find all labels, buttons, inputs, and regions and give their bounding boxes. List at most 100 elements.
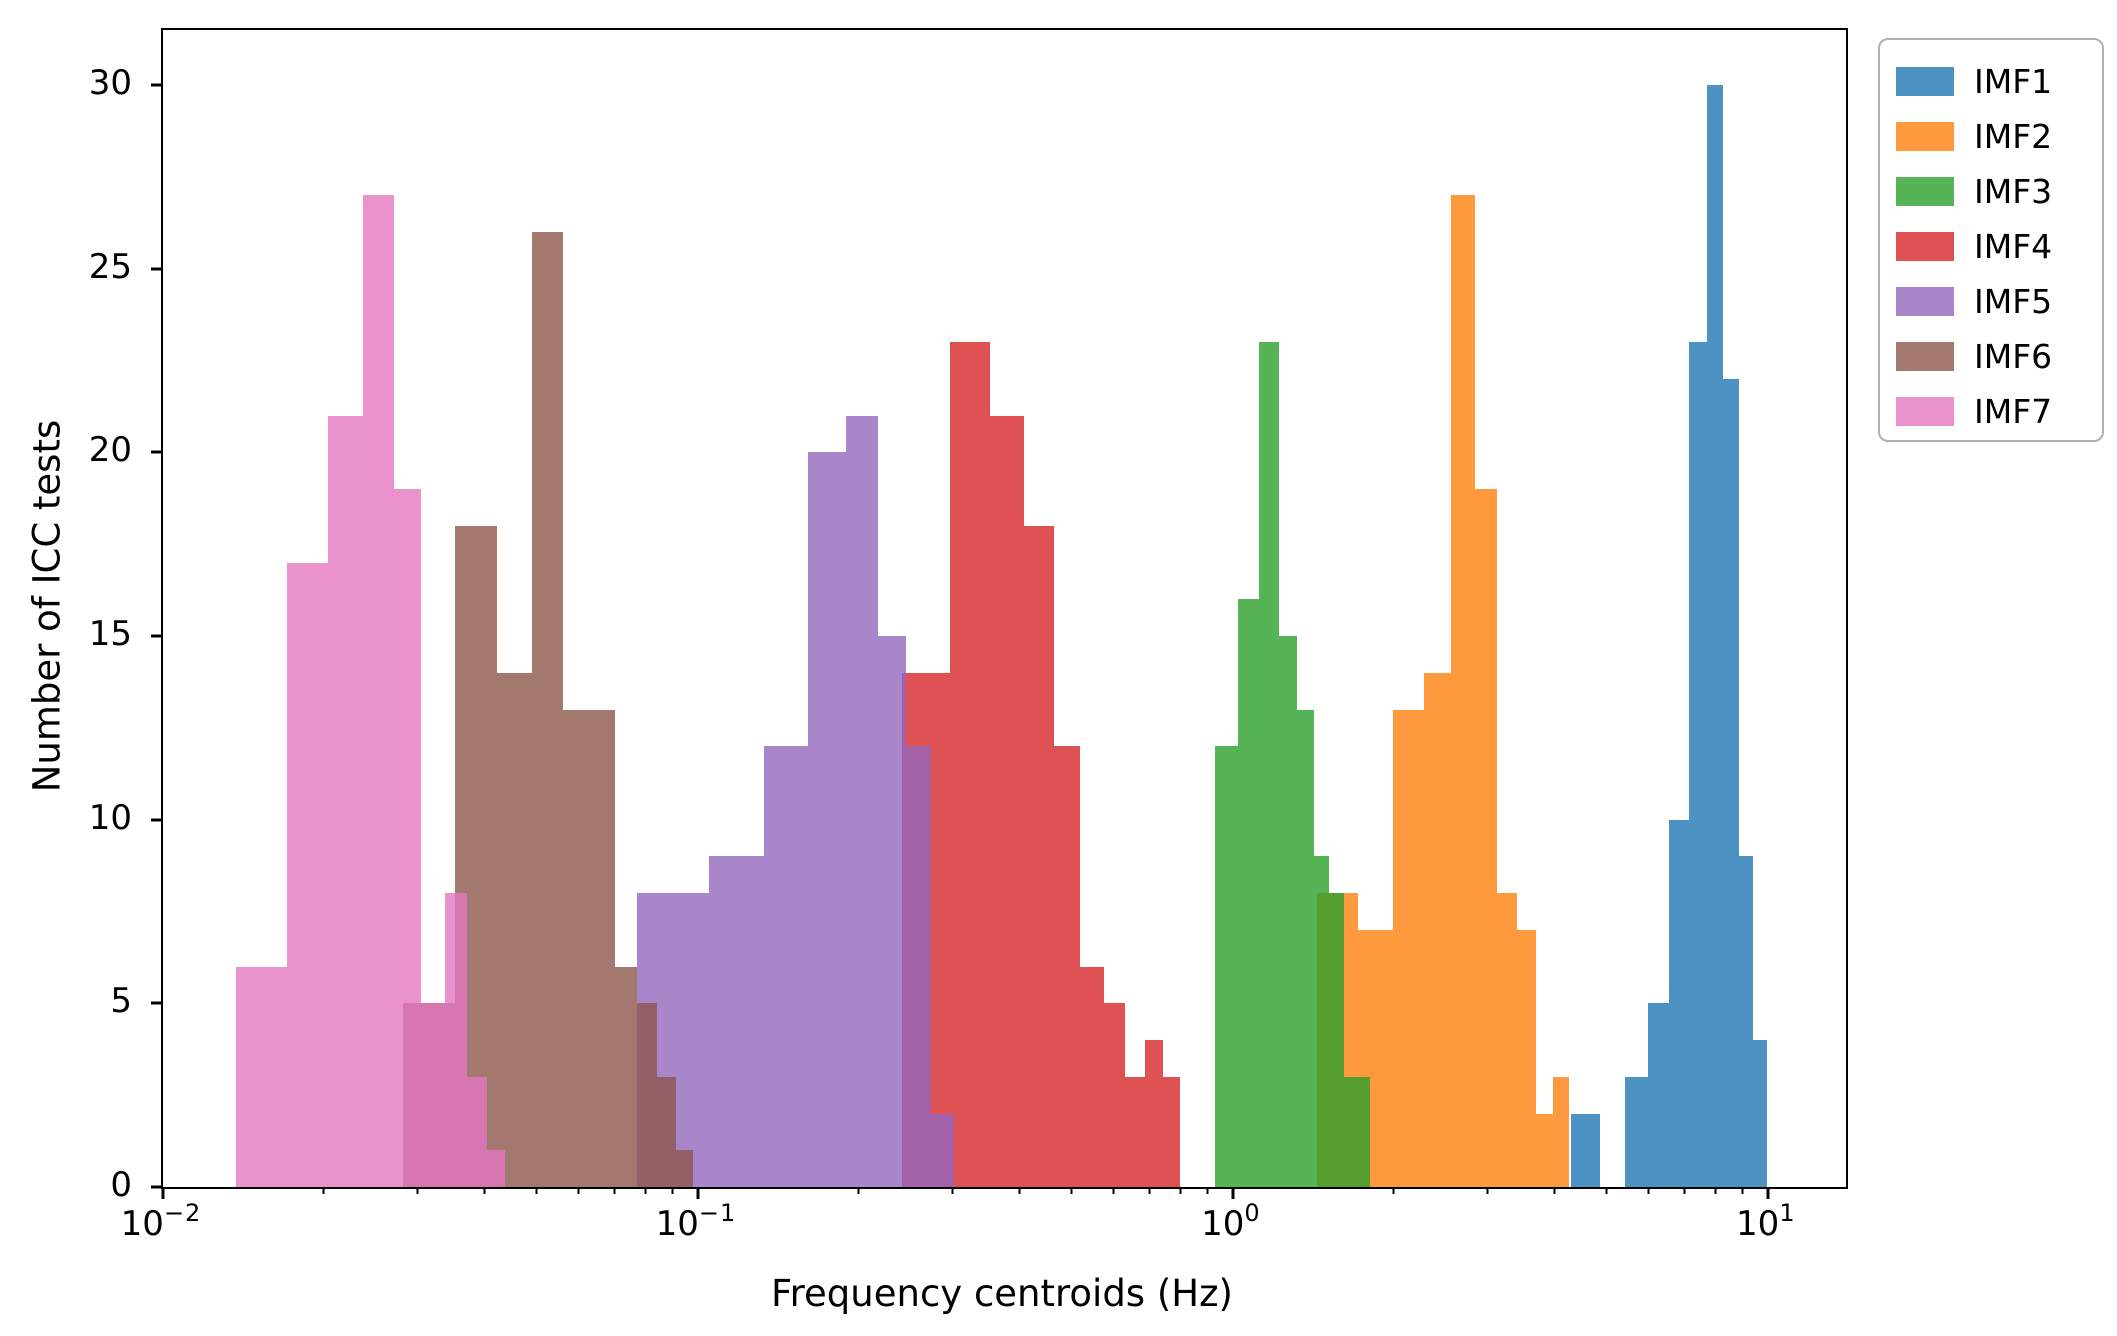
y-axis-tick-label: 30 <box>88 63 132 104</box>
plot-area <box>151 28 1848 1199</box>
x-axis-minor-tick <box>535 1187 538 1194</box>
y-axis-tick-label: 0 <box>110 1165 132 1205</box>
legend-entry-imf7: IMF7 <box>1896 384 2102 439</box>
histogram-bar-imf1 <box>1570 1113 1600 1187</box>
y-axis-tick <box>151 83 163 87</box>
histogram-bar-imf3 <box>1329 893 1344 1187</box>
y-axis-tick <box>151 1185 163 1189</box>
legend-swatch-imf4 <box>1896 232 1954 261</box>
histogram-bar-imf7 <box>236 966 287 1187</box>
legend-swatch-imf7 <box>1896 397 1954 426</box>
histogram-bar-imf6 <box>590 709 615 1187</box>
histogram-bar-imf6 <box>532 232 564 1187</box>
y-axis-tick-label: 25 <box>88 246 132 287</box>
histogram-bar-imf2 <box>1451 195 1476 1187</box>
x-axis-minor-tick <box>483 1187 486 1194</box>
x-axis-minor-tick <box>322 1187 325 1194</box>
legend: IMF1 IMF2 IMF3 IMF4 IMF5 IMF6 IMF7 <box>1878 38 2104 442</box>
x-axis-minor-tick <box>1206 1187 1209 1194</box>
y-axis-tick-label: 20 <box>88 430 132 471</box>
x-axis-minor-tick <box>1714 1187 1717 1194</box>
histogram-bar-imf1 <box>1669 819 1689 1187</box>
legend-label: IMF1 <box>1974 62 2053 101</box>
histogram-bar-imf2 <box>1497 893 1518 1187</box>
legend-label: IMF3 <box>1974 172 2053 211</box>
histogram-bar-imf2 <box>1535 1113 1553 1187</box>
x-axis-minor-tick <box>1553 1187 1556 1194</box>
histogram-bar-imf1 <box>1648 1003 1670 1187</box>
x-axis-minor-tick <box>951 1187 954 1194</box>
histogram-bar-imf7 <box>466 1076 487 1187</box>
legend-entry-imf2: IMF2 <box>1896 109 2102 164</box>
y-axis-title: Number of ICC tests <box>25 419 69 793</box>
histogram-bar-imf4 <box>1162 1076 1180 1187</box>
y-axis-tick-label: 5 <box>110 981 132 1022</box>
histogram-bar-imf5 <box>877 636 907 1187</box>
legend-entry-imf5: IMF5 <box>1896 274 2102 329</box>
legend-label: IMF2 <box>1974 117 2053 156</box>
x-axis-minor-tick <box>1647 1187 1650 1194</box>
x-axis-major-tick <box>1231 1187 1235 1199</box>
histogram-bar-imf5 <box>906 746 932 1187</box>
x-axis-major-tick <box>161 1187 165 1199</box>
histogram-bar-imf6 <box>675 1150 693 1187</box>
histogram-bar-imf4 <box>950 342 991 1187</box>
histogram-bar-imf7 <box>420 1003 445 1187</box>
histogram-bar-imf4 <box>1144 1040 1163 1187</box>
histogram-bar-imf2 <box>1424 672 1452 1187</box>
legend-label: IMF7 <box>1974 392 2053 431</box>
histogram-bar-imf6 <box>636 1003 658 1187</box>
x-axis-tick-label: 100 <box>1201 1199 1261 1244</box>
histogram-bar-imf3 <box>1343 1076 1358 1187</box>
histogram-bar-imf2 <box>1552 1076 1569 1187</box>
x-axis-minor-tick <box>1179 1187 1182 1194</box>
histogram-bar-imf5 <box>709 856 764 1187</box>
y-axis-tick-label: 15 <box>88 614 132 655</box>
x-axis-minor-tick <box>1392 1187 1395 1194</box>
histogram-bar-imf1 <box>1706 85 1724 1187</box>
legend-entry-imf4: IMF4 <box>1896 219 2102 274</box>
legend-swatch-imf3 <box>1896 177 1954 206</box>
histogram-bar-imf3 <box>1313 856 1330 1187</box>
histogram-bar-imf7 <box>327 415 364 1187</box>
histogram-bar-imf3 <box>1259 342 1279 1187</box>
histogram-bar-imf4 <box>1024 525 1054 1187</box>
histogram-bar-imf4 <box>1053 746 1081 1187</box>
x-axis-minor-tick <box>1741 1187 1744 1194</box>
histogram-bar-imf7 <box>393 489 421 1187</box>
x-axis-minor-tick <box>1070 1187 1073 1194</box>
legend-entry-imf1: IMF1 <box>1896 54 2102 109</box>
x-axis-minor-tick <box>613 1187 616 1194</box>
histogram-bar-imf1 <box>1738 856 1754 1187</box>
y-axis-tick-label: 10 <box>88 797 132 838</box>
histogram-bar-imf6 <box>496 672 533 1187</box>
histogram-bar-imf3 <box>1238 599 1260 1187</box>
legend-label: IMF5 <box>1974 282 2053 321</box>
x-axis-minor-tick <box>671 1187 674 1194</box>
histogram-bar-imf3 <box>1214 746 1239 1187</box>
legend-entry-imf6: IMF6 <box>1896 329 2102 384</box>
x-axis-minor-tick <box>1018 1187 1021 1194</box>
legend-entry-imf3: IMF3 <box>1896 164 2102 219</box>
histogram-bar-imf5 <box>931 1113 954 1187</box>
x-axis-minor-tick <box>577 1187 580 1194</box>
x-axis-tick-label: 101 <box>1736 1199 1796 1244</box>
histogram-bar-imf3 <box>1357 1076 1371 1187</box>
histogram-bar-imf7 <box>444 893 467 1187</box>
x-axis-major-tick <box>696 1187 700 1199</box>
legend-swatch-imf1 <box>1896 67 1954 96</box>
x-axis-minor-tick <box>857 1187 860 1194</box>
histogram-bar-imf1 <box>1688 342 1707 1187</box>
legend-label: IMF4 <box>1974 227 2053 266</box>
x-axis-major-tick <box>1766 1187 1770 1199</box>
y-axis-tick <box>151 267 163 271</box>
histogram-bar-imf3 <box>1296 709 1314 1187</box>
legend-swatch-imf5 <box>1896 287 1954 316</box>
x-axis-minor-tick <box>1486 1187 1489 1194</box>
histogram-bar-imf2 <box>1393 709 1425 1187</box>
x-axis-minor-tick <box>644 1187 647 1194</box>
y-axis-tick <box>151 1001 163 1005</box>
x-axis-tick-label: 10−2 <box>120 1199 202 1244</box>
histogram-bar-imf1 <box>1723 378 1739 1187</box>
